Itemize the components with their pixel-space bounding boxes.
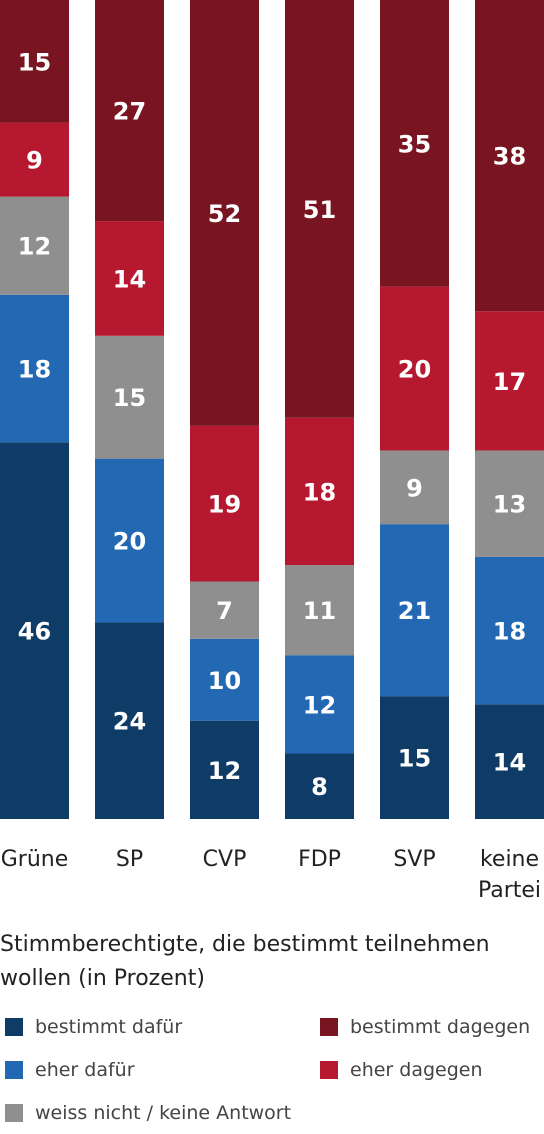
data-label: 11	[303, 597, 336, 625]
legend-item: eher dafür	[5, 1055, 135, 1085]
bar-segment	[0, 442, 69, 819]
bar-segment	[475, 450, 544, 557]
data-label: 18	[18, 356, 51, 384]
bar-segment	[380, 450, 449, 525]
bar-segment	[95, 458, 164, 623]
legend-swatch	[5, 1018, 23, 1036]
bar-segment	[190, 425, 259, 582]
bar-segment	[0, 122, 69, 197]
data-label: 15	[113, 384, 146, 412]
data-label: 9	[26, 147, 43, 175]
data-label: 12	[18, 233, 51, 261]
data-label: 10	[208, 667, 241, 695]
bar-segment	[475, 311, 544, 451]
category-label: keine Partei	[478, 847, 541, 903]
category-label: FDP	[298, 847, 341, 872]
data-label: 12	[303, 691, 336, 719]
bar-segment	[95, 622, 164, 819]
data-label: 14	[113, 265, 146, 293]
data-label: 12	[208, 757, 241, 785]
data-label: 8	[311, 773, 328, 801]
bar-segment	[380, 286, 449, 451]
legend-label: bestimmt dagegen	[350, 1016, 531, 1038]
legend-item: eher dagegen	[320, 1055, 483, 1085]
data-label: 21	[398, 597, 431, 625]
data-label: 15	[398, 745, 431, 773]
chart-title: Stimmberechtigte, die bestimmt teilnehme…	[0, 932, 490, 991]
category-label: SP	[116, 847, 143, 872]
data-label: 38	[493, 143, 526, 171]
bar-segment	[190, 581, 259, 639]
legend-label: eher dafür	[35, 1059, 135, 1081]
legend-swatch	[5, 1104, 23, 1122]
data-label: 18	[303, 478, 336, 506]
data-label: 9	[406, 474, 423, 502]
data-label: 14	[493, 749, 526, 777]
bar-segment	[285, 753, 354, 819]
legend: bestimmt dafür bestimmt dagegen eher dafür…	[0, 1008, 544, 1134]
data-label: 20	[113, 528, 146, 556]
data-label: 13	[493, 491, 526, 519]
legend-item: bestimmt dagegen	[320, 1012, 530, 1042]
bar-segment	[475, 556, 544, 705]
bar-segment	[475, 704, 544, 819]
bar-segment	[190, 0, 259, 426]
bar-segment	[0, 0, 69, 123]
bar-segment	[0, 196, 69, 295]
data-label: 35	[398, 130, 431, 158]
data-label: 7	[216, 597, 233, 625]
bar-segment	[380, 524, 449, 697]
data-label: 46	[18, 618, 51, 646]
data-label: 51	[303, 196, 336, 224]
data-label: 27	[113, 98, 146, 126]
data-label: 52	[208, 200, 241, 228]
legend-swatch	[320, 1018, 338, 1036]
bar-segment	[190, 720, 259, 819]
bar-segment	[475, 0, 544, 312]
bar-segment	[285, 565, 354, 656]
bar-segment	[95, 0, 164, 222]
category-label: Grüne	[1, 847, 69, 872]
bar-segment	[190, 638, 259, 721]
data-label: 24	[113, 708, 146, 736]
bar-segment	[0, 294, 69, 443]
bar-segment	[380, 0, 449, 287]
bar-segment	[95, 221, 164, 336]
bar-segment	[285, 0, 354, 418]
data-label: 19	[208, 491, 241, 519]
legend-swatch	[5, 1061, 23, 1079]
bar-segment	[285, 417, 354, 566]
legend-swatch	[320, 1061, 338, 1079]
legend-label: weiss nicht / keine Antwort	[35, 1102, 292, 1124]
data-label: 15	[18, 48, 51, 76]
data-label: 18	[493, 618, 526, 646]
bar-segment	[380, 696, 449, 819]
data-label: 20	[398, 356, 431, 384]
category-label: CVP	[203, 847, 247, 872]
bar-segment	[95, 335, 164, 459]
legend-item: bestimmt dafür	[5, 1012, 182, 1042]
legend-item: weiss nicht / keine Antwort	[5, 1098, 291, 1128]
category-label: SVP	[393, 847, 435, 872]
legend-label: bestimmt dafür	[35, 1016, 183, 1038]
bar-segment	[285, 655, 354, 754]
legend-label: eher dagegen	[350, 1059, 483, 1081]
stacked-bar-chart: 46 18 12 9 15 Grüne 24 20 15 14 27 SP 12 10 7 19 52 CVP 8 1…	[0, 0, 544, 903]
data-label: 17	[493, 368, 526, 396]
